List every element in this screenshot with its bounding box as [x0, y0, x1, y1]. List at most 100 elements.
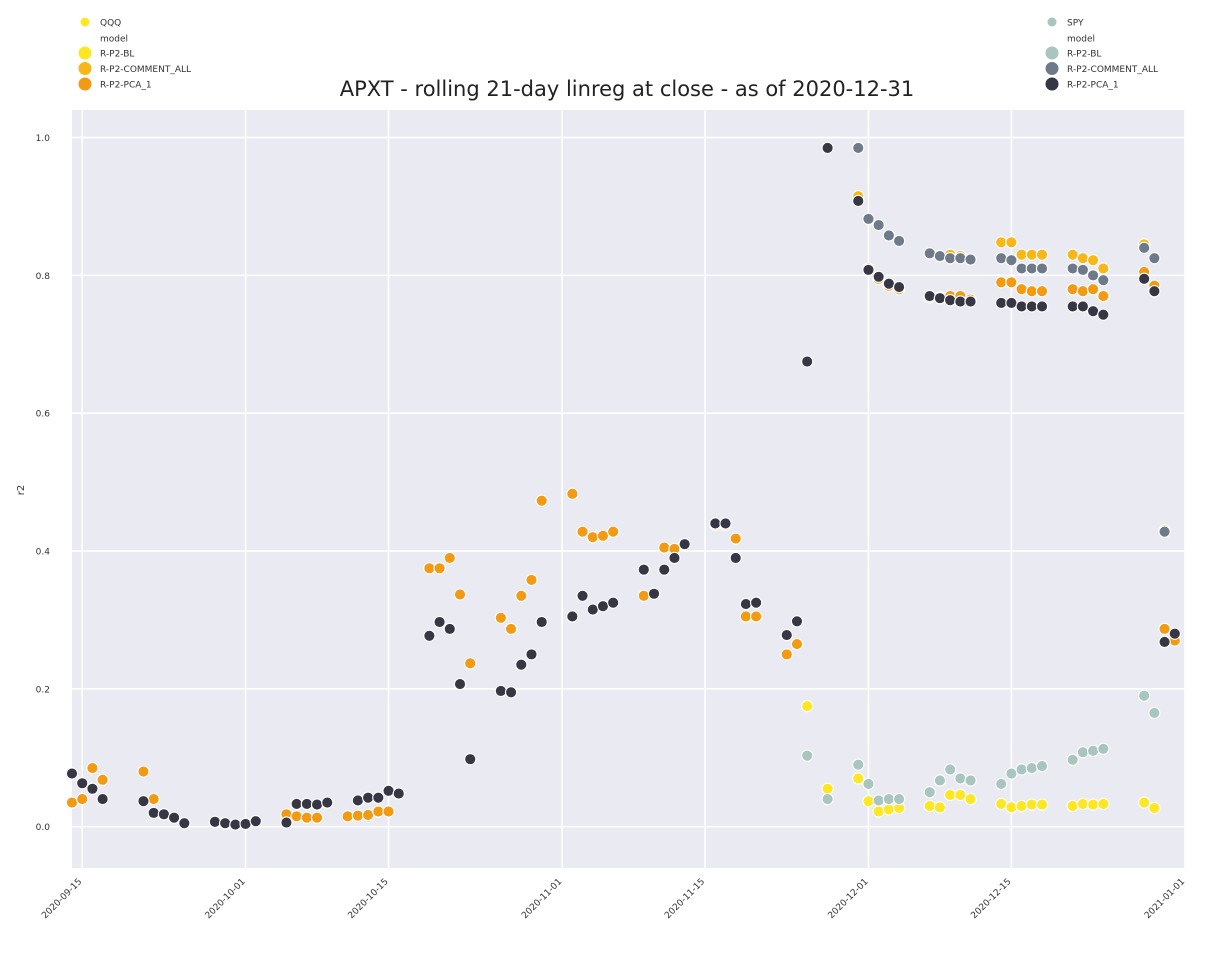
legend-title: QQQ	[100, 19, 121, 29]
point-spy-r-p2-pca-1	[515, 658, 528, 671]
chart-title: APXT - rolling 21-day linreg at close - …	[340, 77, 915, 101]
y-tick-label: 0.2	[36, 685, 50, 695]
point-qqq-r-p2-bl	[1097, 797, 1110, 811]
point-spy-r-p2-pca-1	[300, 797, 314, 811]
point-qqq-r-p2-comment-all	[1076, 252, 1090, 265]
point-spy-r-p2-pca-1	[1158, 635, 1171, 649]
point-spy-r-p2-comment-all	[1015, 262, 1028, 275]
point-qqq-r-p2-bl	[1086, 798, 1100, 811]
y-tick-label: 1.0	[36, 134, 51, 144]
point-qqq-r-p2-pca-1	[780, 648, 793, 661]
point-qqq-r-p2-bl	[1015, 799, 1028, 813]
y-tick-label: 0.0	[36, 823, 51, 833]
point-spy-r-p2-pca-1	[1035, 300, 1049, 313]
point-spy-r-p2-comment-all	[892, 234, 906, 248]
point-qqq-r-p2-pca-1	[300, 811, 314, 824]
legend-label: R-P2-BL	[1067, 50, 1101, 60]
point-spy-r-p2-comment-all	[1005, 254, 1018, 267]
point-spy-r-p2-pca-1	[729, 551, 742, 565]
point-spy-r-p2-comment-all	[1035, 262, 1049, 275]
point-spy-r-p2-pca-1	[882, 277, 896, 290]
point-qqq-r-p2-bl	[1076, 797, 1090, 811]
point-spy-r-p2-pca-1	[290, 797, 303, 811]
point-qqq-r-p2-pca-1	[729, 532, 742, 545]
x-axis: 2020-09-15 2020-10-01 2020-10-15 2020-11-01…	[40, 877, 1187, 921]
x-tick-label: 2020-11-01	[520, 877, 564, 921]
point-qqq-r-p2-pca-1	[1158, 622, 1171, 636]
point-qqq-r-p2-bl	[1005, 801, 1018, 814]
point-spy-r-p2-pca-1	[678, 537, 691, 551]
y-axis: 0.0 0.2 0.4 0.6 0.8 1.0	[36, 134, 51, 833]
point-qqq-r-p2-pca-1	[515, 589, 528, 602]
point-qqq-r-p2-bl	[821, 782, 834, 795]
point-qqq-r-p2-bl	[964, 792, 977, 806]
point-spy-r-p2-pca-1	[637, 563, 650, 576]
point-spy-r-p2-pca-1	[157, 808, 171, 821]
point-spy-r-p2-pca-1	[494, 684, 508, 698]
point-spy-r-p2-pca-1	[1066, 300, 1079, 313]
point-spy-r-p2-pca-1	[65, 767, 79, 780]
point-qqq-r-p2-pca-1	[749, 610, 763, 623]
point-spy-r-p2-bl	[1138, 689, 1151, 702]
legend-label: R-P2-COMMENT_ALL	[1067, 65, 1158, 75]
grid	[72, 110, 1186, 868]
x-tick-label: 2020-12-01	[827, 877, 871, 921]
point-qqq-r-p2-pca-1	[1076, 285, 1090, 298]
legend-label: R-P2-PCA_1	[1067, 81, 1119, 91]
point-spy-r-p2-pca-1	[892, 280, 906, 294]
point-spy-r-p2-pca-1	[790, 615, 804, 628]
point-spy-r-p2-pca-1	[607, 596, 620, 609]
legend-marker	[1045, 46, 1059, 60]
point-qqq-r-p2-comment-all	[1097, 262, 1110, 275]
point-qqq-r-p2-bl	[1035, 798, 1049, 811]
point-qqq-r-p2-pca-1	[525, 573, 538, 587]
point-spy-r-p2-pca-1	[321, 796, 334, 809]
point-spy-r-p2-pca-1	[923, 289, 936, 303]
point-spy-r-p2-pca-1	[586, 603, 599, 616]
legend-marker	[78, 77, 92, 91]
point-qqq-r-p2-comment-all	[1035, 248, 1049, 261]
point-qqq-r-p2-pca-1	[790, 637, 804, 651]
point-spy-r-p2-pca-1	[423, 629, 436, 642]
point-spy-r-p2-comment-all	[954, 252, 967, 265]
point-spy-r-p2-comment-all	[1148, 252, 1161, 265]
point-spy-r-p2-pca-1	[361, 791, 375, 804]
point-qqq-r-p2-bl	[1138, 796, 1151, 809]
point-spy-r-p2-pca-1	[535, 615, 548, 629]
legend-marker	[1045, 77, 1059, 91]
point-qqq-r-p2-bl	[801, 699, 814, 713]
point-spy-r-p2-bl	[1025, 761, 1038, 775]
point-spy-r-p2-pca-1	[219, 817, 232, 830]
point-spy-r-p2-pca-1	[954, 295, 967, 308]
point-qqq-r-p2-pca-1	[739, 610, 753, 623]
point-spy-r-p2-pca-1	[310, 798, 324, 811]
x-tick-label: 2020-11-15	[663, 877, 707, 921]
point-spy-r-p2-pca-1	[372, 791, 385, 804]
point-spy-r-p2-comment-all	[862, 212, 875, 226]
point-spy-r-p2-bl	[1076, 746, 1090, 759]
point-spy-r-p2-comment-all	[943, 252, 957, 265]
point-qqq-r-p2-pca-1	[382, 805, 395, 818]
point-spy-r-p2-bl	[1005, 767, 1018, 780]
point-qqq-r-p2-pca-1	[535, 494, 548, 507]
point-spy-r-p2-pca-1	[280, 816, 293, 829]
point-spy-r-p2-pca-1	[749, 596, 763, 609]
point-spy-r-p2-pca-1	[739, 597, 753, 611]
point-spy-r-p2-comment-all	[1086, 269, 1100, 282]
point-spy-r-p2-pca-1	[1138, 272, 1151, 285]
point-qqq-r-p2-pca-1	[372, 805, 385, 818]
point-spy-r-p2-bl	[1035, 759, 1049, 773]
point-spy-r-p2-bl	[943, 763, 957, 776]
point-spy-r-p2-comment-all	[1076, 263, 1090, 277]
point-qqq-r-p2-pca-1	[596, 529, 610, 543]
point-spy-r-p2-pca-1	[76, 777, 89, 790]
point-spy-r-p2-pca-1	[719, 517, 732, 530]
point-qqq-r-p2-bl	[933, 801, 947, 814]
x-tick-label: 2020-12-15	[969, 877, 1013, 921]
point-spy-r-p2-pca-1	[1015, 300, 1028, 313]
point-qqq-r-p2-pca-1	[65, 796, 79, 809]
point-qqq-r-p2-comment-all	[1005, 236, 1018, 249]
point-spy-r-p2-comment-all	[964, 253, 977, 266]
legend-qqq: QQQ model R-P2-BL R-P2-COMMENT_ALL R-P2-PCA_…	[78, 17, 191, 91]
